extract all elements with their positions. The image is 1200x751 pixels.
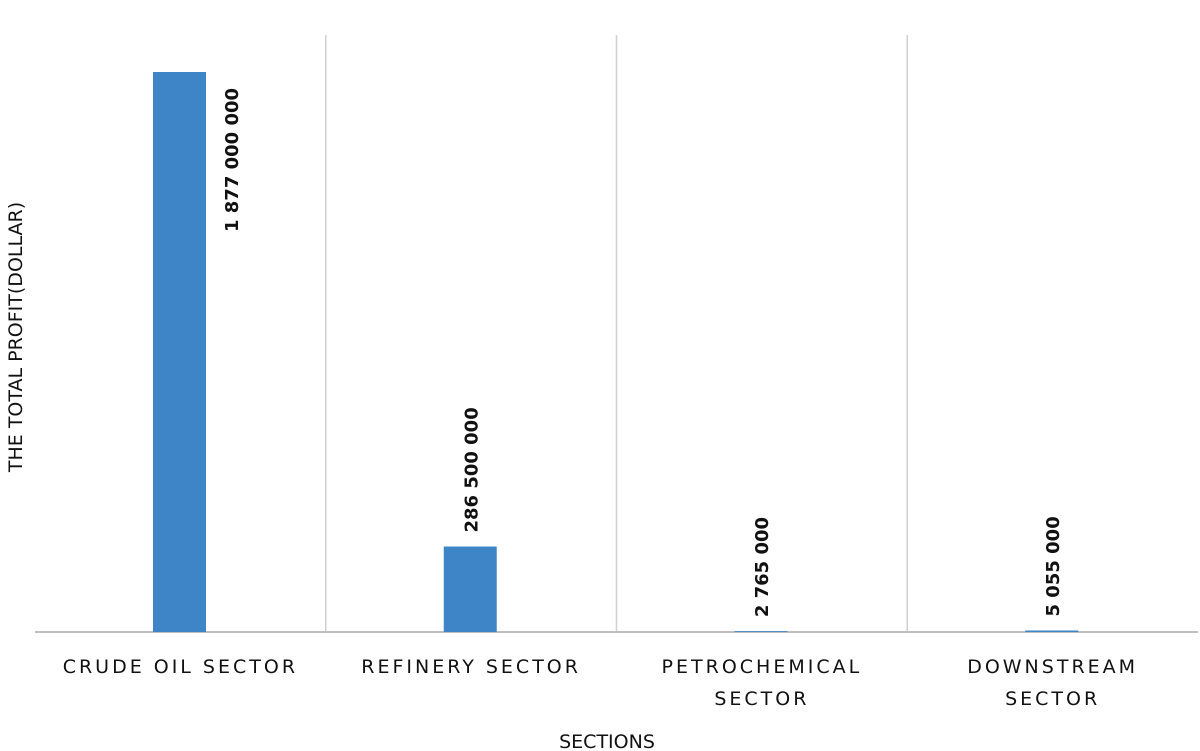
x-axis-title: SECTIONS bbox=[559, 731, 655, 751]
value-labels-group: 1 877 000 000 286 500 000 2 765 000 5 055 0… bbox=[222, 88, 1064, 617]
value-label-1: 286 500 000 bbox=[461, 407, 482, 532]
value-label-3: 5 055 000 bbox=[1043, 516, 1064, 616]
category-label-3-line-1: SECTOR bbox=[1005, 688, 1100, 710]
y-axis-title: THE TOTAL PROFIT(DOLLAR) bbox=[5, 202, 27, 473]
category-label-2-line-0: PETROCHEMICAL bbox=[662, 656, 863, 678]
value-label-0: 1 877 000 000 bbox=[222, 88, 243, 232]
bar-3 bbox=[1025, 630, 1079, 632]
bar-1 bbox=[443, 546, 497, 632]
bars-group bbox=[153, 72, 1079, 632]
bar-2 bbox=[734, 631, 788, 632]
category-label-0: CRUDE OIL SECTOR bbox=[63, 656, 298, 678]
category-label-2-line-1: SECTOR bbox=[714, 688, 809, 710]
bar-0 bbox=[153, 72, 206, 632]
category-separators bbox=[325, 35, 908, 632]
category-labels-group: CRUDE OIL SECTOR REFINERY SECTOR PETROCHEM… bbox=[63, 656, 1138, 710]
category-label-3-line-0: DOWNSTREAM bbox=[967, 656, 1138, 678]
category-label-1: REFINERY SECTOR bbox=[361, 656, 581, 678]
value-label-2: 2 765 000 bbox=[752, 517, 773, 617]
